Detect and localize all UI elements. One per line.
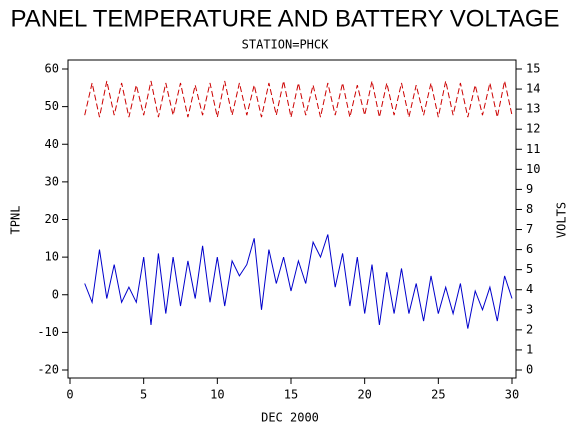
x-tick-label: 25: [431, 388, 445, 402]
y2-tick-label: 4: [526, 282, 533, 296]
y2-tick-label: 8: [526, 202, 533, 216]
x-tick-label: 0: [66, 388, 73, 402]
y2-tick-label: 6: [526, 242, 533, 256]
y2-tick-label: 0: [526, 363, 533, 377]
x-axis-label: DEC 2000: [261, 411, 319, 425]
y-tick-label: 10: [45, 250, 59, 264]
series-line: [84, 234, 513, 329]
y-tick-label: 50: [45, 99, 59, 113]
y2-tick-label: 12: [526, 122, 540, 136]
y2-tick-label: 2: [526, 322, 533, 336]
chart-title: PANEL TEMPERATURE AND BATTERY VOLTAGE: [10, 5, 559, 32]
y2-tick-label: 1: [526, 342, 533, 356]
x-tick-label: 5: [140, 388, 147, 402]
y2-tick-label: 7: [526, 222, 533, 236]
y2-tick-label: 3: [526, 302, 533, 316]
y-axis-label: TPNL: [9, 206, 23, 235]
y2-tick-label: 11: [526, 142, 540, 156]
y2-tick-label: 10: [526, 162, 540, 176]
x-tick-label: 10: [210, 388, 224, 402]
plot-frame: [67, 59, 517, 379]
y2-tick-label: 5: [526, 262, 533, 276]
y2-tick-label: 15: [526, 62, 540, 76]
y-tick-label: -10: [37, 325, 59, 339]
y-tick-label: 20: [45, 212, 59, 226]
y2-axis-label: VOLTS: [555, 202, 569, 238]
y-tick-label: 40: [45, 137, 59, 151]
x-tick-label: 20: [357, 388, 371, 402]
chart-subtitle: STATION=PHCK: [242, 38, 329, 52]
y-tick-label: 60: [45, 62, 59, 76]
y-tick-label: 0: [52, 287, 59, 301]
series-line: [84, 80, 513, 118]
x-tick-label: 15: [284, 388, 298, 402]
y2-tick-label: 13: [526, 102, 540, 116]
y2-tick-label: 9: [526, 182, 533, 196]
y2-tick-label: 14: [526, 82, 540, 96]
x-tick-label: 30: [505, 388, 519, 402]
y-tick-label: -20: [37, 363, 59, 377]
y-tick-label: 30: [45, 174, 59, 188]
